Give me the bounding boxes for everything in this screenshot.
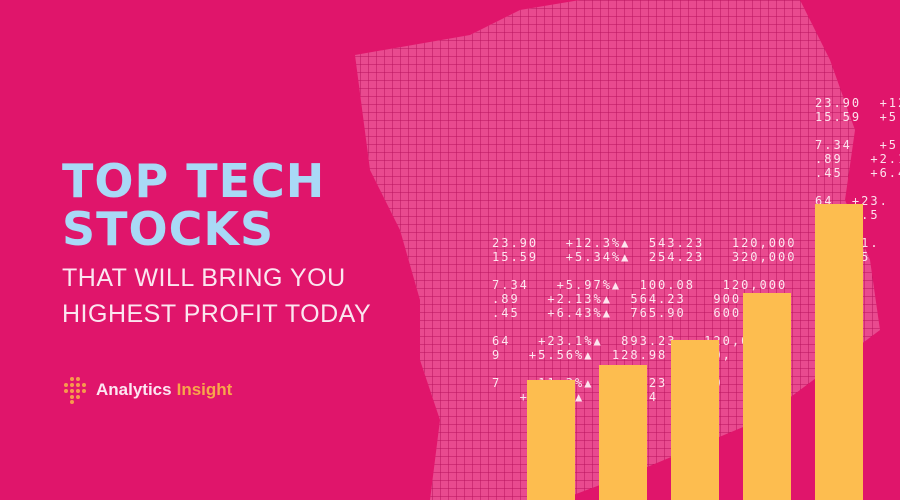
ticker-row: 23.90 +12 bbox=[815, 96, 900, 110]
stock-ticker-left: 23.90 +12.3%▲ 543.23 120,000 15.59 +5.34%… bbox=[492, 236, 796, 404]
ticker-row bbox=[815, 124, 900, 138]
analytics-insight-logo: Analytics Insight bbox=[62, 376, 232, 404]
logo-word-insight: Insight bbox=[176, 380, 233, 399]
ticker-row: 23.90 +12.3%▲ 543.23 120,000 bbox=[492, 236, 797, 250]
subheadline-line-1: THAT WILL BRING YOU bbox=[62, 264, 346, 292]
bar-1 bbox=[527, 380, 575, 500]
ticker-row: 7.34 +5. bbox=[815, 138, 900, 152]
ticker-row: .45 +6.4 bbox=[815, 166, 900, 180]
ticker-row: .89 +2.1 bbox=[815, 152, 900, 166]
logo-word-analytics: Analytics bbox=[96, 380, 172, 399]
ticker-row bbox=[492, 264, 796, 278]
headline-line-1: TOP TECH bbox=[62, 154, 326, 208]
bar-2 bbox=[599, 365, 647, 500]
bar-5 bbox=[815, 204, 863, 500]
ticker-row: 7.34 +5.97%▲ 100.08 120,000 bbox=[492, 278, 788, 292]
headline-line-2: STOCKS bbox=[62, 202, 275, 256]
subheadline-line-2: HIGHEST PROFIT TODAY bbox=[62, 300, 372, 328]
ticker-row bbox=[815, 180, 900, 194]
ticker-row: 15.59 +5.34%▲ 254.23 320,000 bbox=[492, 250, 797, 264]
bar-3 bbox=[671, 340, 719, 500]
bar-4 bbox=[743, 293, 791, 500]
logo-dots-icon bbox=[64, 377, 86, 404]
ticker-row: 15.59 +5. bbox=[815, 110, 900, 124]
